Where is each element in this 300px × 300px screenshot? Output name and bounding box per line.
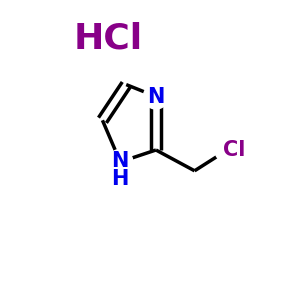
Text: N: N	[112, 151, 129, 171]
Circle shape	[215, 137, 240, 163]
Text: N: N	[147, 86, 165, 106]
Circle shape	[108, 149, 133, 174]
Circle shape	[143, 84, 168, 109]
Text: HCl: HCl	[74, 22, 143, 56]
Text: Cl: Cl	[223, 140, 245, 160]
Text: H: H	[112, 169, 129, 189]
